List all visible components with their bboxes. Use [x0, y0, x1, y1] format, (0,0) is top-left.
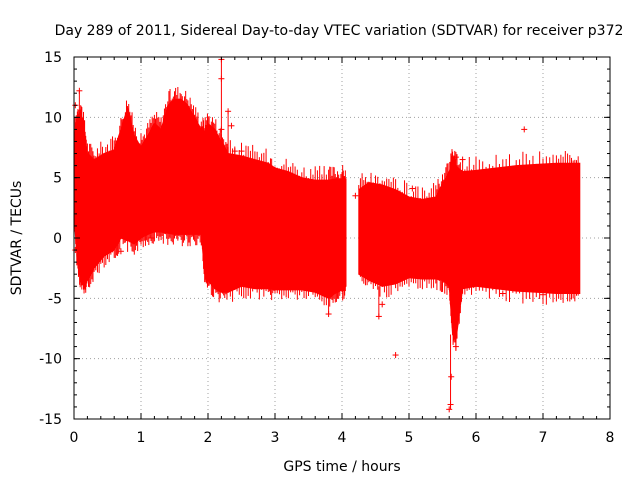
y-tick-label: 10	[44, 110, 62, 126]
data-point	[225, 152, 232, 159]
x-axis-label: GPS time / hours	[283, 459, 400, 475]
data-cloud-segment-1	[73, 98, 347, 299]
data-point	[540, 291, 546, 298]
x-tick-label: 6	[472, 430, 481, 446]
x-tick-label: 8	[606, 430, 615, 446]
data-point	[452, 154, 459, 161]
data-point	[448, 373, 455, 380]
x-tick-label: 0	[70, 430, 79, 446]
data-point	[174, 230, 181, 237]
chart-title: Day 289 of 2011, Sidereal Day-to-day VTE…	[55, 23, 624, 39]
data-point	[238, 148, 245, 155]
x-tick-label: 2	[204, 430, 213, 446]
axis-ticks	[73, 56, 611, 420]
data-series-sdtvar	[72, 56, 581, 413]
x-tick-label: 4	[338, 430, 347, 446]
x-tick-label: 3	[271, 430, 280, 446]
data-point	[352, 192, 359, 199]
data-point	[459, 156, 466, 163]
y-tick-label: -10	[39, 352, 62, 368]
x-tick-label: 1	[137, 430, 146, 446]
tick-labels: 0 1 2 3 4 5 6 7 8 -15 -10 -5 0 5 10 15	[39, 50, 614, 446]
data-point	[117, 248, 124, 255]
data-point	[379, 301, 386, 308]
data-point	[392, 352, 399, 359]
data-point	[409, 185, 416, 192]
y-tick-label: -15	[39, 412, 62, 428]
x-tick-label: 7	[539, 430, 548, 446]
data-point	[131, 231, 138, 238]
data-point	[148, 235, 155, 241]
data-point	[228, 122, 235, 129]
y-axis-label: SDTVAR / TECUs	[9, 181, 25, 296]
data-cloud-segment-2	[358, 158, 581, 343]
y-tick-label: 0	[53, 231, 62, 247]
data-point	[499, 290, 506, 297]
x-tick-label: 5	[405, 430, 414, 446]
y-tick-label: 5	[53, 171, 62, 187]
data-point	[521, 126, 528, 133]
data-point	[446, 406, 453, 413]
data-point	[231, 148, 238, 155]
y-tick-label: 15	[44, 50, 62, 66]
y-tick-label: -5	[48, 291, 62, 307]
